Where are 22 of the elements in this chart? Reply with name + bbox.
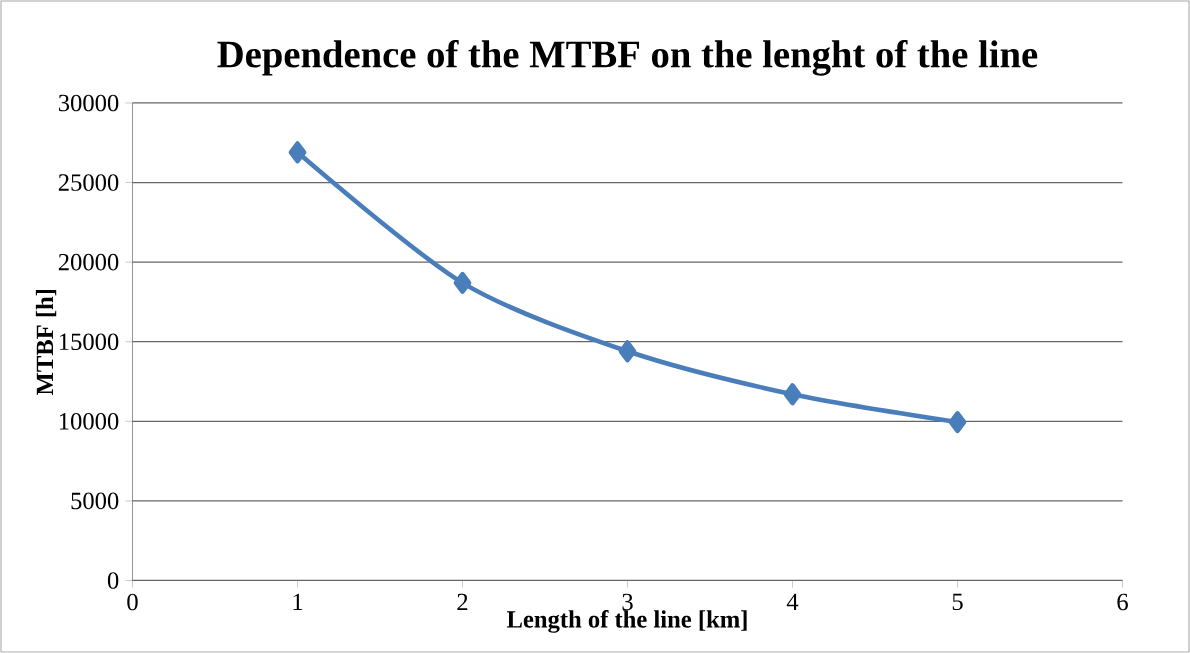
y-tick-label: 25000: [58, 174, 119, 191]
x-tick-label: 3: [622, 593, 633, 611]
x-tick-label: 0: [127, 593, 138, 611]
x-axis-title: Length of the line [km]: [506, 610, 747, 633]
chart-title: Dependence of the MTBF on the lenght of the line: [217, 39, 1038, 76]
x-tick-label: 5: [952, 593, 963, 611]
point: [288, 141, 307, 164]
x-tick-label: 4: [786, 593, 799, 610]
x-tick-label: 2: [457, 593, 468, 611]
y-tick-label: 0: [107, 572, 119, 589]
x-tick-label: 6: [1117, 593, 1128, 611]
y-tick-label: 20000: [58, 253, 119, 271]
point: [783, 383, 802, 406]
y-axis-title: MTBF [h]: [35, 289, 57, 395]
point: [453, 271, 472, 294]
point: [618, 340, 637, 363]
y-tick-label: 5000: [71, 492, 119, 510]
y-tick-label: 10000: [59, 413, 119, 430]
point: [948, 411, 967, 434]
y-tick-label: 15000: [59, 333, 119, 351]
y-tick-label: 30000: [58, 94, 119, 112]
x-tick-label: 1: [293, 593, 303, 610]
